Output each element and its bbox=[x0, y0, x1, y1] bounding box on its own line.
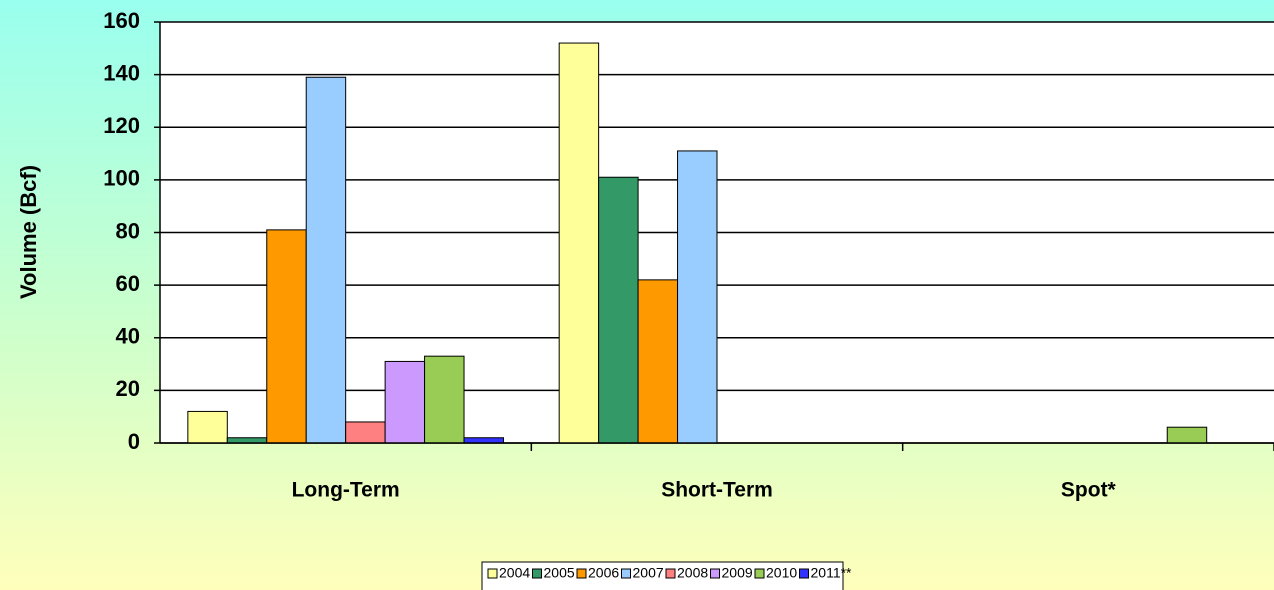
legend-label: 2004 bbox=[499, 565, 530, 581]
bar bbox=[305, 76, 347, 444]
legend-swatch bbox=[621, 568, 631, 579]
y-tick-label: 80 bbox=[116, 218, 140, 243]
bar bbox=[424, 355, 465, 444]
bar bbox=[558, 42, 600, 444]
legend-label: 2006 bbox=[588, 565, 619, 581]
bar bbox=[345, 421, 386, 444]
bar bbox=[598, 176, 639, 444]
x-tick-label: Short-Term bbox=[661, 479, 773, 502]
bar bbox=[266, 229, 307, 444]
bar bbox=[463, 437, 504, 444]
y-tick-label: 120 bbox=[103, 113, 140, 138]
bar bbox=[637, 279, 679, 444]
legend-swatch bbox=[532, 568, 542, 579]
legend-swatch bbox=[710, 568, 720, 579]
y-tick-label: 0 bbox=[128, 429, 140, 454]
legend-swatch bbox=[754, 568, 765, 579]
y-tick-label: 20 bbox=[116, 376, 140, 401]
y-axis-label: Volume (Bcf) bbox=[16, 165, 41, 299]
y-tick-label: 160 bbox=[103, 8, 140, 33]
y-tick-label: 60 bbox=[116, 271, 140, 296]
bar bbox=[384, 360, 426, 444]
y-tick-label: 40 bbox=[116, 324, 140, 349]
bar bbox=[187, 410, 228, 444]
legend-label: 2010 bbox=[766, 565, 797, 581]
y-tick-label: 100 bbox=[103, 166, 140, 191]
x-tick-label: Long-Term bbox=[292, 479, 400, 502]
legend-label: 2011** bbox=[811, 565, 853, 581]
legend-box bbox=[481, 561, 844, 590]
legend-swatch bbox=[576, 568, 587, 579]
bar bbox=[1166, 426, 1208, 444]
legend-swatch bbox=[487, 568, 498, 579]
bar bbox=[677, 150, 718, 444]
legend-label: 2005 bbox=[544, 565, 575, 581]
legend-swatch bbox=[799, 568, 809, 579]
x-tick-label: Spot* bbox=[1061, 479, 1117, 502]
legend-label: 2008 bbox=[677, 565, 708, 581]
legend-label: 2009 bbox=[722, 565, 753, 581]
legend-swatch bbox=[665, 568, 676, 579]
legend-label: 2007 bbox=[633, 565, 664, 581]
bar bbox=[226, 437, 268, 444]
y-tick-label: 140 bbox=[103, 60, 140, 85]
